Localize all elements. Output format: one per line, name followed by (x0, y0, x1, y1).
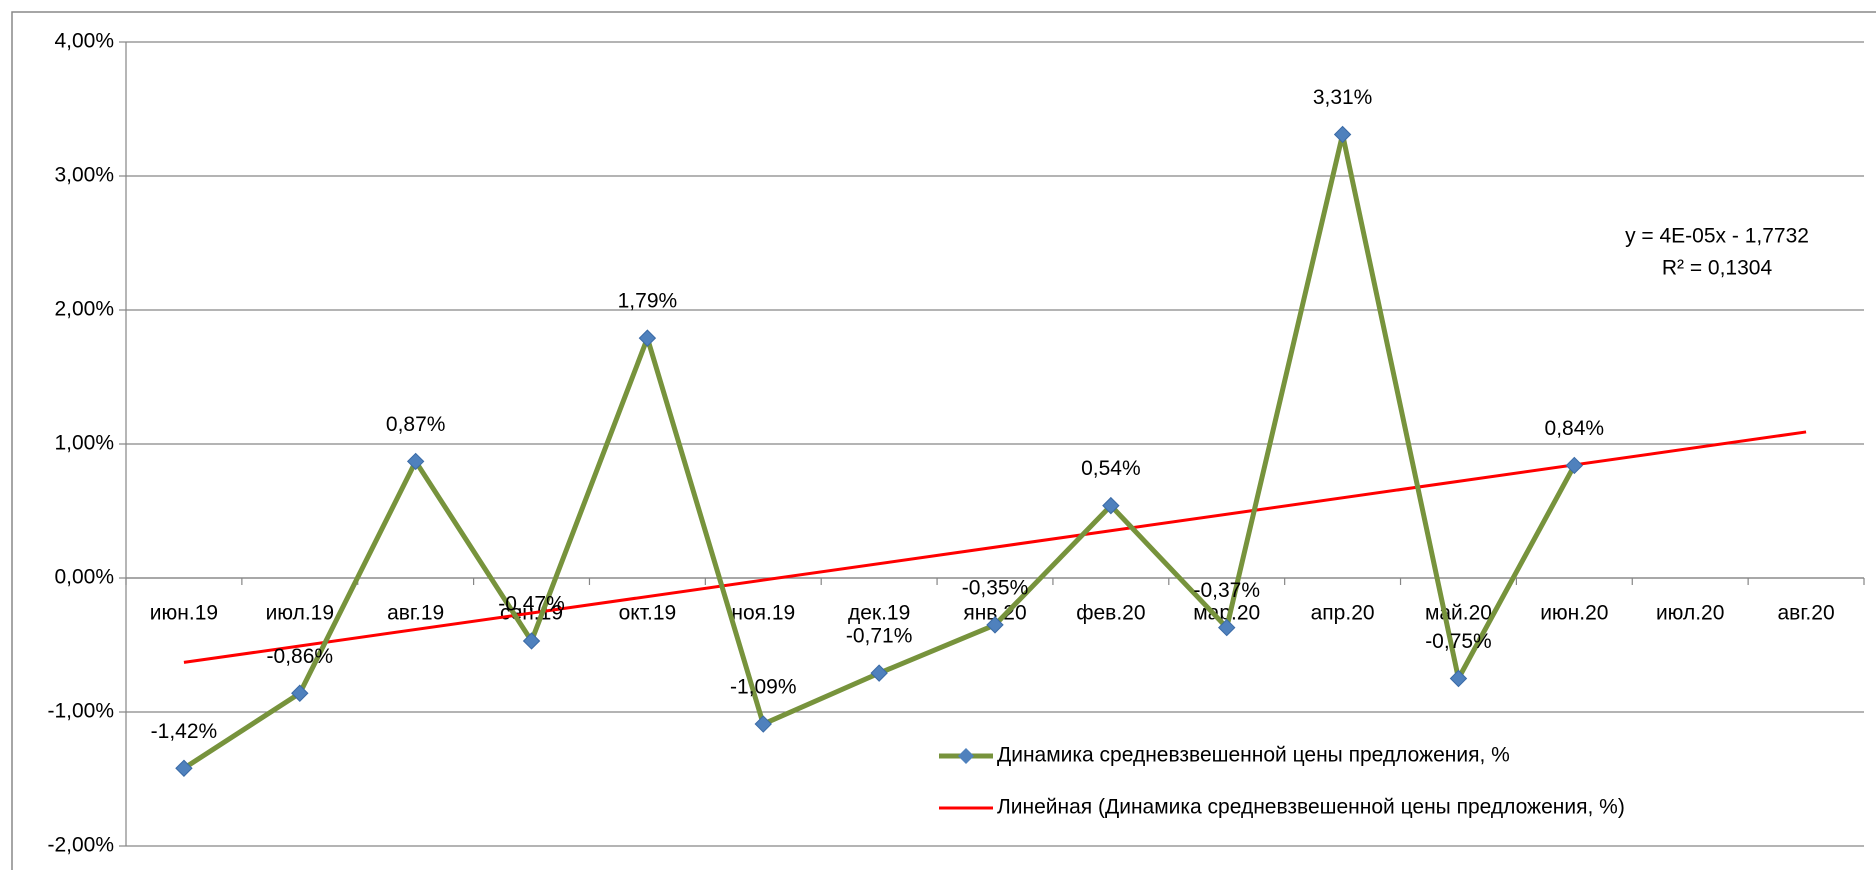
marker (291, 684, 309, 702)
x-tick-label: авг.19 (387, 602, 444, 625)
data-label: -0,71% (846, 625, 913, 648)
x-tick-label: фев.20 (1076, 602, 1145, 625)
y-tick-label: 4,00% (54, 30, 114, 53)
marker (1218, 618, 1236, 637)
trend-equation: y = 4E-05x - 1,7732 (1625, 225, 1809, 248)
y-tick-label: 1,00% (54, 432, 114, 455)
data-label: -0,47% (498, 593, 565, 616)
x-tick-label: июл.19 (266, 602, 334, 625)
x-tick-label: июн.20 (1540, 602, 1608, 625)
x-tick-label: авг.20 (1778, 602, 1835, 625)
marker (406, 452, 425, 471)
marker (870, 664, 888, 682)
data-label: 0,54% (1081, 457, 1141, 480)
marker (638, 329, 657, 347)
trend-r2: R² = 0,1304 (1662, 257, 1773, 280)
marker (986, 616, 1004, 634)
marker (754, 715, 772, 733)
y-tick-label: 0,00% (54, 566, 114, 589)
x-tick-label: апр.20 (1311, 602, 1375, 625)
y-tick-label: -1,00% (47, 700, 114, 723)
data-label: 3,31% (1313, 86, 1373, 109)
data-label: 0,87% (386, 413, 446, 436)
legend-label: Динамика средневзвешенной цены предложен… (997, 744, 1510, 767)
data-label: -0,75% (1425, 630, 1492, 653)
data-label: -0,35% (962, 576, 1029, 599)
x-tick-label: май.20 (1425, 602, 1492, 625)
x-tick-label: июн.19 (150, 602, 218, 625)
data-label: -0,37% (1193, 579, 1260, 602)
y-tick-label: -2,00% (47, 834, 114, 857)
y-tick-label: 3,00% (54, 164, 114, 187)
x-tick-label: окт.19 (619, 602, 677, 625)
marker (1565, 456, 1584, 475)
data-label: -1,42% (151, 720, 218, 743)
data-label: 0,84% (1545, 417, 1605, 440)
y-tick-label: 2,00% (54, 298, 114, 321)
marker (1449, 669, 1468, 688)
trendline (183, 430, 1807, 664)
chart-border (11, 11, 1876, 875)
legend-label: Линейная (Динамика средневзвешенной цены… (997, 796, 1625, 819)
x-tick-label: июл.20 (1656, 602, 1724, 625)
data-label: -1,09% (730, 676, 797, 699)
marker (1333, 125, 1352, 144)
legend-marker (958, 748, 974, 764)
marker (522, 632, 541, 650)
marker (1102, 496, 1120, 515)
x-tick-label: дек.19 (848, 602, 910, 625)
data-label: 1,79% (618, 290, 678, 313)
marker (175, 759, 193, 777)
x-tick-label: ноя.19 (731, 602, 795, 625)
data-label: -0,86% (267, 645, 334, 668)
